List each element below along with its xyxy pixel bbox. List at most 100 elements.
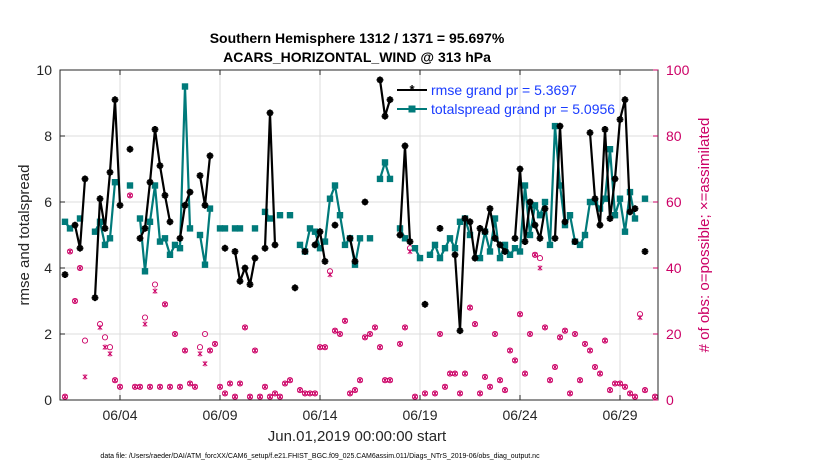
y-tick-label: 4 <box>44 260 52 276</box>
totalspread-point <box>526 231 534 239</box>
obs-assimilated-marker <box>212 341 218 347</box>
rmse-point <box>586 129 594 137</box>
totalspread-point <box>176 245 184 252</box>
totalspread-point <box>376 175 384 183</box>
obs-assimilated-marker <box>532 252 538 258</box>
totalspread-point <box>311 228 319 235</box>
totalspread-point <box>641 195 649 202</box>
y-tick-label: 6 <box>44 194 52 210</box>
totalspread-point <box>426 251 434 258</box>
obs-assimilated-marker <box>312 390 318 397</box>
rmse-point <box>606 215 614 222</box>
obs-assimilated-marker <box>252 347 258 354</box>
totalspread-point <box>146 218 154 225</box>
legend-totalspread-label: totalspread grand pr = 5.0956 <box>431 101 615 117</box>
totalspread-point <box>411 245 419 252</box>
obs-assimilated-marker <box>317 344 323 350</box>
totalspread-point <box>111 179 119 186</box>
rmse-point <box>116 201 124 209</box>
rmse-point <box>136 234 144 242</box>
totalspread-point <box>436 254 444 262</box>
obs-assimilated-marker <box>597 370 603 377</box>
rmse-point <box>511 234 519 242</box>
totalspread-point <box>221 225 229 232</box>
totalspread-point <box>401 235 409 242</box>
totalspread-point <box>626 188 634 196</box>
chart-title: Southern Hemisphere 1312 / 1371 = 95.697… <box>210 30 505 46</box>
obs-assimilated-marker <box>297 387 303 393</box>
totalspread-point <box>266 215 274 222</box>
rmse-point <box>531 221 539 229</box>
obs-assimilated-marker <box>457 390 463 397</box>
obs-assimilated-marker <box>357 377 363 383</box>
rmse-point <box>246 281 254 288</box>
x-tick-label: 06/14 <box>302 407 337 423</box>
totalspread-point <box>621 228 629 235</box>
obs-assimilated-marker <box>222 390 228 397</box>
totalspread-point <box>586 198 594 206</box>
obs-assimilated-marker <box>587 347 593 354</box>
obs-assimilated-marker <box>117 384 123 390</box>
obs-assimilated-marker <box>327 271 333 278</box>
rmse-point <box>351 258 359 265</box>
obs-assimilated-marker <box>527 331 533 337</box>
obs-assimilated-marker <box>612 380 618 387</box>
rmse-point <box>301 248 309 255</box>
rmse-point <box>571 238 579 245</box>
totalspread-point <box>496 254 504 262</box>
totalspread-point <box>516 248 524 255</box>
totalspread-point <box>201 261 209 268</box>
totalspread-point <box>581 231 589 239</box>
totalspread-point <box>96 218 104 225</box>
y2-tick-label: 80 <box>666 128 682 144</box>
obs-possible-marker <box>151 281 159 288</box>
rmse-point <box>231 248 239 255</box>
obs-possible-marker <box>536 255 544 262</box>
y-axis-label-left: rmse and totalspread <box>16 165 33 306</box>
obs-assimilated-marker <box>367 331 373 337</box>
legend-totalspread-marker <box>408 105 416 113</box>
x-tick-label: 06/19 <box>402 407 437 423</box>
obs-assimilated-marker <box>287 377 293 383</box>
totalspread-point <box>456 218 464 225</box>
rmse-point <box>521 238 529 245</box>
chart-subtitle: ACARS_HORIZONTAL_WIND @ 313 hPa <box>223 49 491 65</box>
y2-tick-label: 0 <box>666 392 674 408</box>
obs-assimilated-marker <box>187 380 193 387</box>
obs-assimilated-marker <box>592 364 598 370</box>
rmse-point <box>516 165 524 173</box>
totalspread-point <box>326 195 334 202</box>
obs-assimilated-marker <box>202 360 208 367</box>
totalspread-point <box>601 195 609 202</box>
totalspread-point <box>126 182 134 189</box>
obs-assimilated-marker <box>282 380 288 387</box>
rmse-point <box>321 258 329 265</box>
obs-assimilated-marker <box>522 370 528 377</box>
totalspread-point <box>321 238 329 245</box>
obs-assimilated-marker <box>497 377 503 383</box>
rmse-point <box>91 294 99 302</box>
obs-assimilated-marker <box>477 390 483 397</box>
totalspread-point <box>216 225 224 232</box>
rmse-point <box>396 231 404 239</box>
totalspread-point <box>486 248 494 255</box>
obs-assimilated-marker <box>507 347 513 354</box>
rmse-point <box>106 168 114 176</box>
rmse-point <box>361 198 369 206</box>
totalspread-point <box>316 245 324 252</box>
obs-assimilated-marker <box>452 370 458 377</box>
rmse-point <box>181 201 189 209</box>
totalspread-point <box>236 225 244 232</box>
x-tick-label: 06/29 <box>602 407 637 423</box>
totalspread-point <box>506 251 514 258</box>
totalspread-point <box>76 215 84 222</box>
obs-assimilated-marker <box>517 311 523 317</box>
rmse-point <box>476 225 484 232</box>
totalspread-point <box>416 254 424 262</box>
rmse-point <box>626 208 634 216</box>
obs-assimilated-marker <box>182 347 188 354</box>
obs-assimilated-marker <box>572 331 578 337</box>
obs-assimilated-marker <box>172 331 178 337</box>
y-tick-label: 8 <box>44 128 52 144</box>
rmse-point <box>451 251 459 259</box>
